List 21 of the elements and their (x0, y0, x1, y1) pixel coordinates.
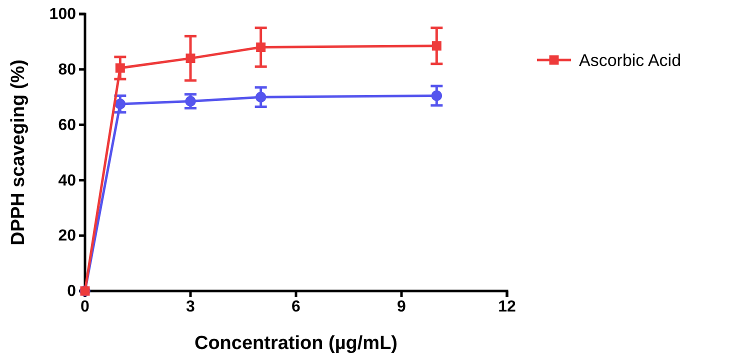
x-axis-title: Concentration (µg/mL) (194, 333, 398, 354)
y-tick-label: 60 (58, 116, 76, 134)
y-tick-label: 40 (58, 172, 76, 190)
point (115, 63, 125, 73)
x-tick-label: 9 (397, 298, 406, 316)
x-tick-label: 3 (186, 298, 196, 316)
y-tick-label: 80 (58, 62, 76, 79)
x-tick-label: 6 (292, 298, 301, 316)
point (255, 92, 266, 102)
point (186, 54, 196, 64)
point (256, 42, 266, 52)
x-tick-label: 0 (80, 298, 90, 316)
point (431, 90, 442, 102)
legend-label: Ascorbic Acid (579, 51, 682, 70)
point (114, 98, 126, 110)
y-axis-title: DPPH scaveging (%) (8, 60, 29, 246)
y-tick-label: 100 (49, 6, 76, 24)
point (432, 41, 442, 51)
y-tick-label: 20 (58, 228, 76, 245)
y-tick-label: 0 (67, 283, 76, 300)
x-tick-label: 12 (498, 298, 516, 316)
